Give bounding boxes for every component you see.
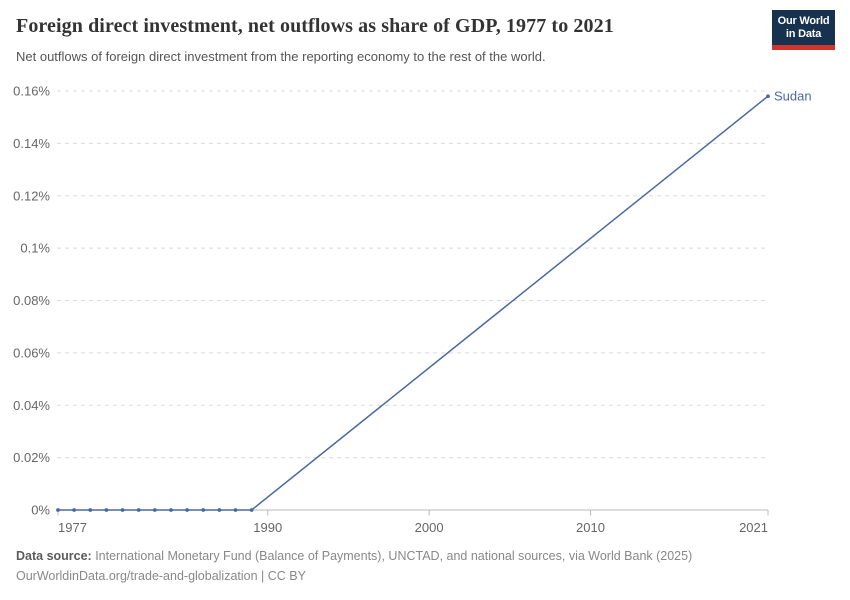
owid-url-link[interactable]: OurWorldinData.org/trade-and-globalizati… [16, 569, 258, 583]
x-tick-label: 2010 [576, 520, 605, 535]
y-tick-label: 0.06% [13, 345, 50, 360]
data-source-line: Data source: International Monetary Fund… [16, 546, 836, 566]
data-point-marker[interactable] [217, 508, 222, 512]
data-point-marker[interactable] [201, 508, 206, 512]
data-point-marker[interactable] [120, 508, 125, 512]
y-tick-label: 0.08% [13, 293, 50, 308]
y-tick-label: 0.1% [20, 241, 50, 256]
data-point-marker[interactable] [233, 508, 238, 512]
data-point-marker[interactable] [766, 94, 770, 99]
y-tick-label: 0.12% [13, 188, 50, 203]
data-line[interactable] [57, 95, 769, 511]
x-tick-label: 2021 [739, 520, 768, 535]
y-tick-label: 0.02% [13, 450, 50, 465]
owid-logo-line2: in Data [785, 27, 822, 40]
x-tick-label: 1990 [253, 520, 282, 535]
data-point-marker[interactable] [169, 508, 173, 512]
x-tick-label: 1977 [58, 520, 87, 535]
x-tick-label: 2000 [415, 520, 444, 535]
data-source-text: International Monetary Fund (Balance of … [91, 549, 693, 563]
data-point-marker[interactable] [72, 508, 77, 512]
chart-footer: Data source: International Monetary Fund… [16, 546, 836, 586]
chart-subtitle: Net outflows of foreign direct investmen… [16, 49, 546, 64]
y-tick-label: 0.16% [13, 84, 50, 99]
data-point-marker[interactable] [104, 508, 109, 512]
data-point-marker[interactable] [152, 508, 157, 512]
owid-logo-line1: Our World [777, 15, 830, 27]
attribution-line: OurWorldinData.org/trade-and-globalizati… [16, 566, 836, 586]
data-point-marker[interactable] [185, 508, 189, 512]
y-tick-label: 0.14% [13, 136, 50, 151]
chart-title: Foreign direct investment, net outflows … [16, 15, 614, 37]
license-text: | CC BY [257, 569, 306, 583]
y-tick-label: 0.04% [13, 398, 50, 413]
data-point-marker[interactable] [56, 508, 60, 512]
data-point-marker[interactable] [249, 508, 254, 512]
owid-logo[interactable]: Our World in Data [772, 10, 835, 50]
data-point-marker[interactable] [136, 508, 141, 512]
data-point-marker[interactable] [88, 508, 93, 512]
data-source-label: Data source: [16, 549, 92, 563]
series-end-label[interactable]: Sudan [774, 89, 812, 104]
y-tick-label: 0% [31, 503, 50, 518]
